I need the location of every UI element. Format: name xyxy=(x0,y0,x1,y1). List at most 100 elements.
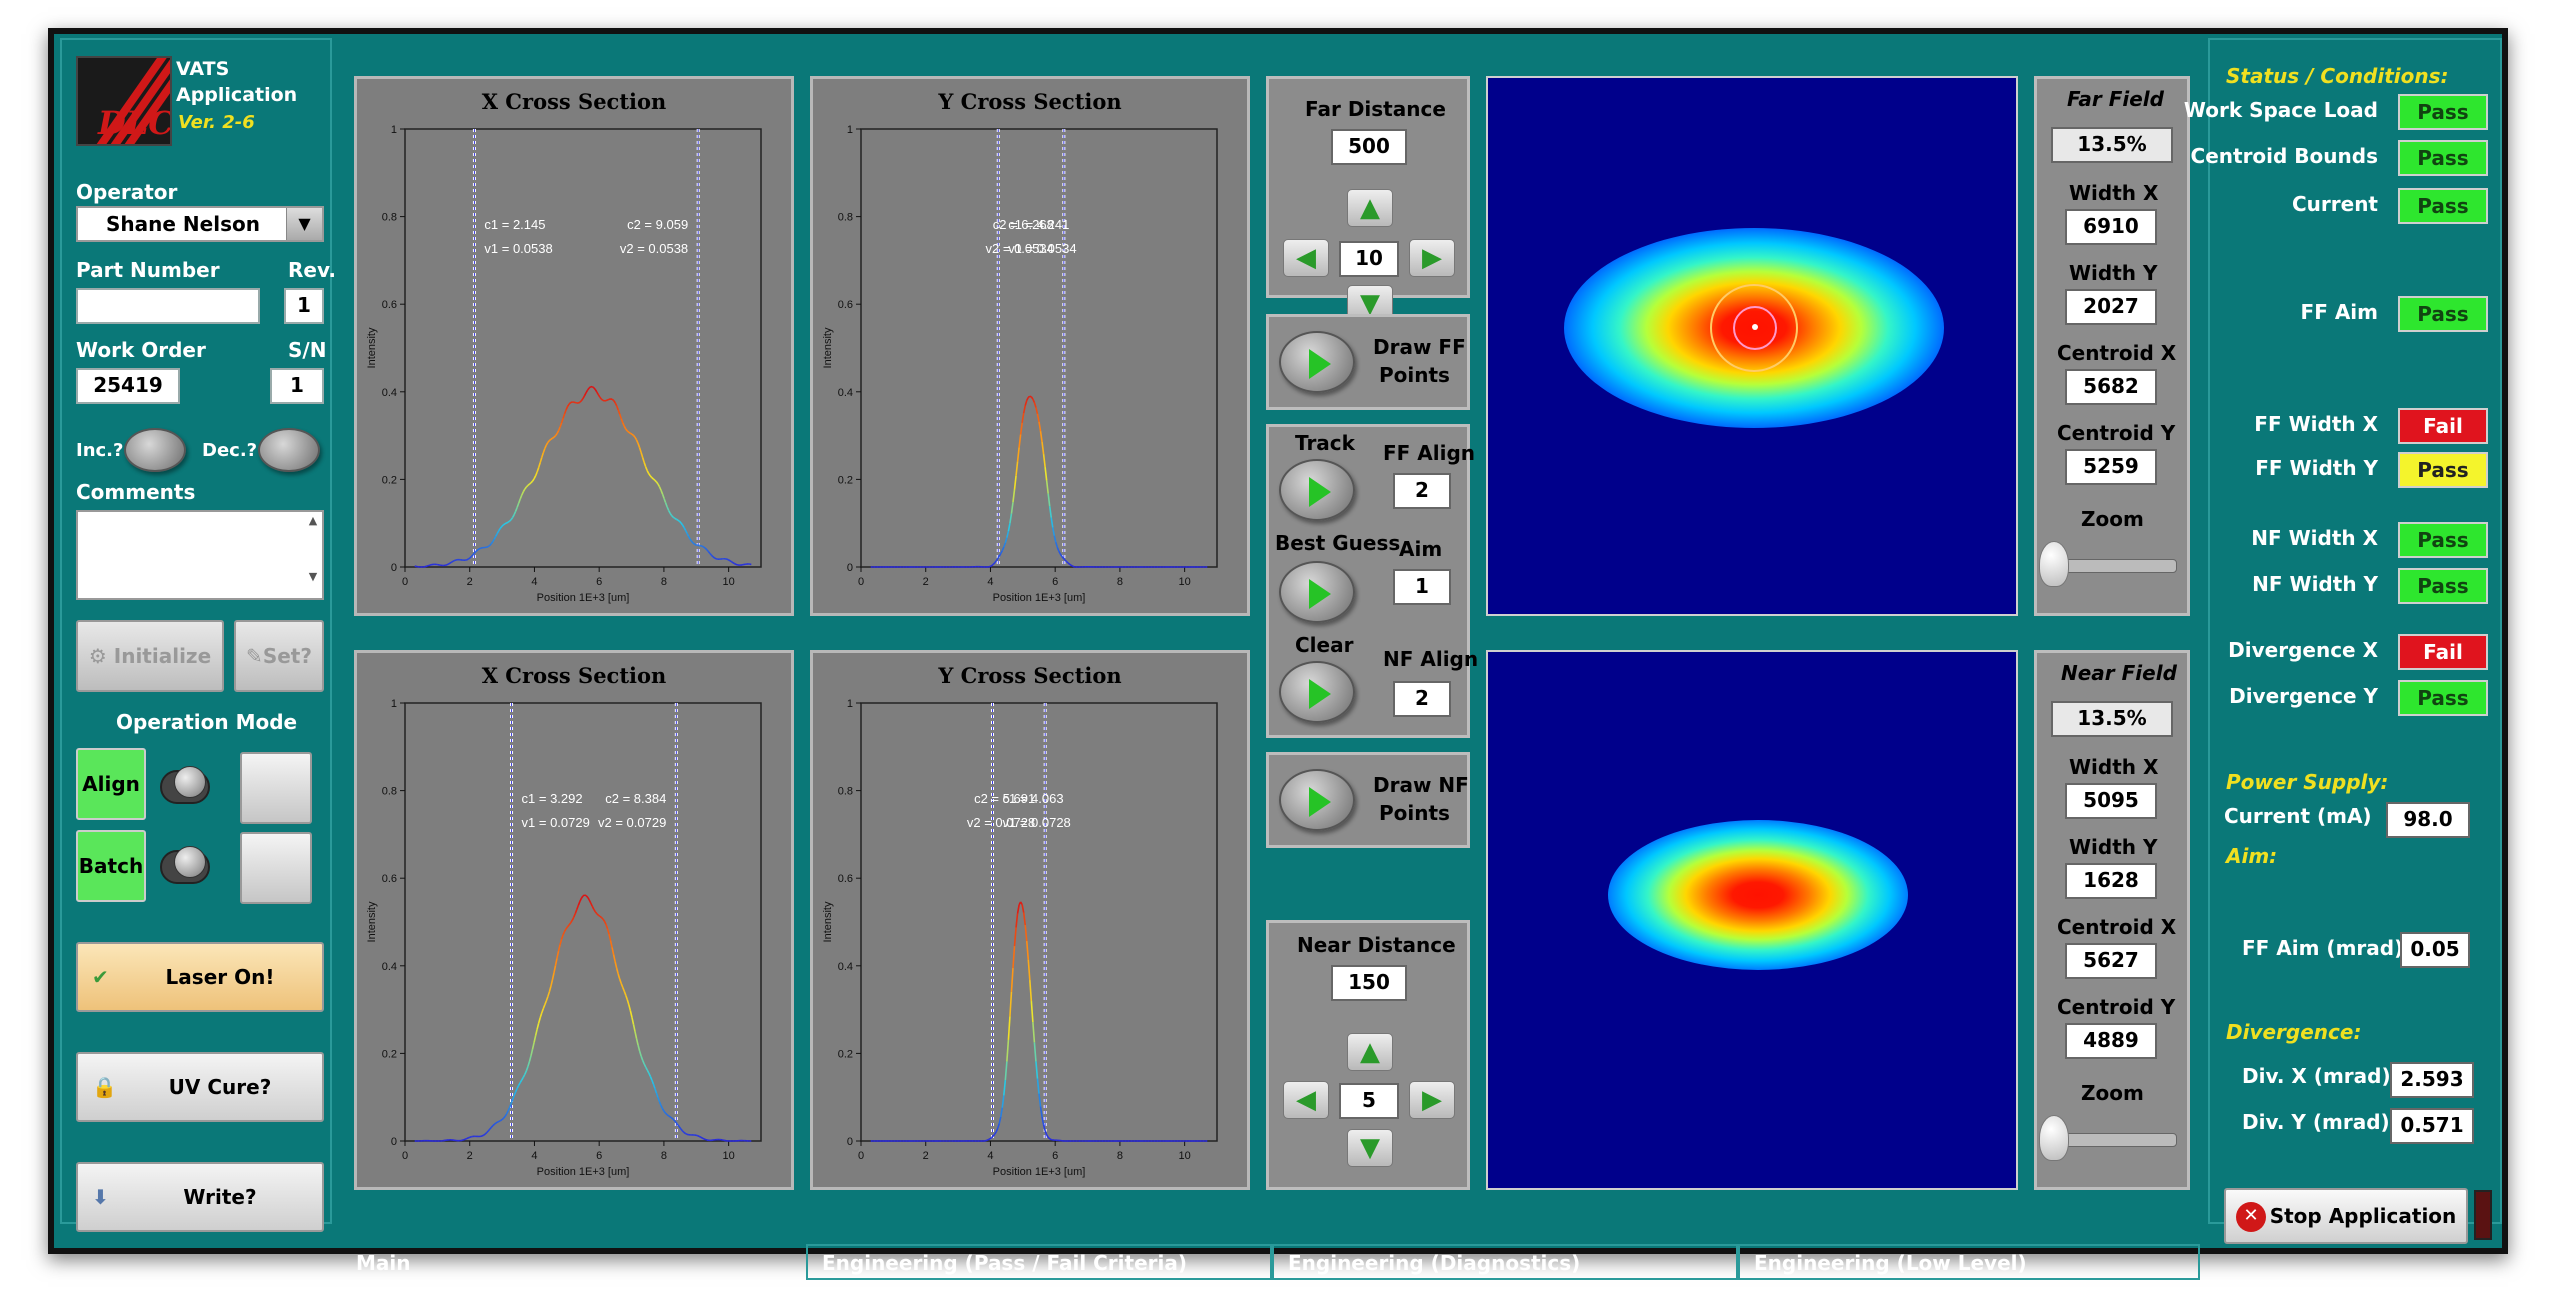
profile-segment xyxy=(567,403,570,407)
align-button[interactable]: Align xyxy=(76,748,146,820)
profile-segment xyxy=(1050,517,1054,528)
profile-segment xyxy=(530,480,534,484)
x-tick-label: 2 xyxy=(923,576,929,588)
set-button[interactable]: ✎Set? xyxy=(234,620,324,692)
status-label: Current xyxy=(2291,192,2378,216)
profile-segment xyxy=(640,1055,644,1061)
far-left-arrow-icon[interactable]: ◀ xyxy=(1283,239,1329,277)
profile-segment xyxy=(622,422,626,427)
profile-segment xyxy=(1042,1124,1046,1131)
write-button[interactable]: ⬇ Write? xyxy=(76,1162,324,1232)
inc-button[interactable] xyxy=(124,428,186,472)
profile-segment xyxy=(464,1137,468,1140)
near-zoom-slider[interactable] xyxy=(2051,1133,2177,1147)
profile-segment xyxy=(524,486,528,490)
near-down-arrow-icon[interactable]: ▼ xyxy=(1347,1129,1393,1167)
profile-segment xyxy=(986,1138,989,1142)
best-guess-button[interactable] xyxy=(1279,561,1355,623)
mode-blank-button-2[interactable] xyxy=(240,832,312,904)
tab-low-level[interactable]: Engineering (Low Level) xyxy=(1738,1244,2200,1280)
profile-segment xyxy=(1036,1078,1040,1094)
profile-segment xyxy=(493,535,497,540)
profile-segment xyxy=(645,1066,648,1071)
laser-on-button[interactable]: ✔ Laser On! xyxy=(76,942,324,1012)
near-left-arrow-icon[interactable]: ◀ xyxy=(1283,1081,1329,1119)
profile-segment xyxy=(1035,407,1039,415)
profile-segment xyxy=(631,1017,635,1025)
profile-segment xyxy=(626,430,630,433)
work-order-label: Work Order xyxy=(76,338,206,362)
near-step-input[interactable]: 5 xyxy=(1339,1083,1399,1119)
ff-align-input[interactable]: 2 xyxy=(1393,473,1451,509)
near-right-arrow-icon[interactable]: ▶ xyxy=(1409,1081,1455,1119)
sn-label: S/N xyxy=(288,338,327,362)
aim-input[interactable]: 1 xyxy=(1393,569,1451,605)
track-button[interactable] xyxy=(1279,459,1355,521)
profile-segment xyxy=(451,560,454,563)
part-number-input[interactable] xyxy=(76,288,260,324)
near-up-arrow-icon[interactable]: ▲ xyxy=(1347,1033,1393,1071)
far-width-y-value: 2027 xyxy=(2065,289,2157,325)
x-tick-label: 0 xyxy=(858,576,864,588)
mode-blank-button-1[interactable] xyxy=(240,752,312,824)
x-axis-label: Position 1E+3 [um] xyxy=(993,592,1086,604)
far-step-input[interactable]: 10 xyxy=(1339,241,1399,277)
profile-segment xyxy=(449,561,452,564)
profile-segment xyxy=(1038,1093,1042,1107)
plot-2: X Cross Section 0 0.2 0.4 0.6 0.8 1 0 2 4 6 8 10 Int… xyxy=(354,650,794,1190)
profile-segment xyxy=(991,1135,994,1139)
near-distance-input[interactable]: 150 xyxy=(1331,965,1407,1001)
clear-button[interactable] xyxy=(1279,661,1355,723)
profile-segment xyxy=(502,523,506,526)
tab-pass-fail-criteria[interactable]: Engineering (Pass / Fail Criteria) xyxy=(806,1244,1272,1280)
nf-align-input[interactable]: 2 xyxy=(1393,681,1451,717)
profile-segment xyxy=(539,1012,543,1019)
work-order-input[interactable]: 25419 xyxy=(76,368,180,404)
draw-ff-button[interactable] xyxy=(1279,331,1355,393)
profile-segment xyxy=(654,479,658,483)
profile-segment xyxy=(545,442,549,446)
rev-input[interactable]: 1 xyxy=(284,288,324,324)
draw-nf-button[interactable] xyxy=(1279,769,1355,831)
near-zoom-slider-handle[interactable] xyxy=(2039,1115,2069,1161)
tab-diagnostics[interactable]: Engineering (Diagnostics) xyxy=(1272,1244,1738,1280)
x-tick-label: 8 xyxy=(661,1150,667,1162)
profile-segment xyxy=(580,398,584,402)
far-zoom-slider[interactable] xyxy=(2051,559,2177,573)
profile-segment xyxy=(660,489,664,495)
profile-segment xyxy=(992,562,996,566)
batch-button[interactable]: Batch xyxy=(76,830,146,902)
operator-select[interactable]: Shane Nelson ▼ xyxy=(76,206,324,242)
align-toggle[interactable] xyxy=(154,762,214,806)
profile-segment xyxy=(704,547,708,551)
profile-segment xyxy=(585,894,589,898)
far-up-arrow-icon[interactable]: ▲ xyxy=(1347,189,1393,227)
near-width-x-value: 5095 xyxy=(2065,783,2157,819)
dec-button[interactable] xyxy=(258,428,320,472)
far-distance-input[interactable]: 500 xyxy=(1331,129,1407,165)
profile-segment xyxy=(521,491,525,496)
profile-segment xyxy=(998,553,1002,557)
left-panel: DLC VATS Application Ver. 2-6 Operator S… xyxy=(60,38,336,1232)
far-zoom-slider-handle[interactable] xyxy=(2039,541,2069,587)
scrollbar[interactable]: ▲ ▼ xyxy=(308,514,318,583)
stop-application-button[interactable]: ✕ Stop Application xyxy=(2224,1188,2468,1244)
x-tick-label: 2 xyxy=(923,1150,929,1162)
batch-toggle[interactable] xyxy=(154,842,214,886)
profile-segment xyxy=(663,1110,667,1114)
comments-textarea[interactable]: ▲ ▼ xyxy=(76,510,324,600)
far-right-arrow-icon[interactable]: ▶ xyxy=(1409,239,1455,277)
initialize-button[interactable]: ⚙ Initialize xyxy=(76,620,224,692)
sn-input[interactable]: 1 xyxy=(270,368,324,404)
chevron-down-icon[interactable]: ▼ xyxy=(286,208,322,240)
uv-cure-button[interactable]: 🔒 UV Cure? xyxy=(76,1052,324,1122)
profile-segment xyxy=(625,428,628,432)
y-tick-label: 1 xyxy=(847,124,853,136)
tab-main[interactable]: Main xyxy=(356,1251,411,1275)
uv-cure-label: UV Cure? xyxy=(168,1075,272,1099)
profile-segment xyxy=(599,915,602,919)
draw-nf-label-2: Points xyxy=(1379,801,1450,825)
profile-segment xyxy=(531,1042,535,1050)
profile-segment xyxy=(560,418,564,424)
